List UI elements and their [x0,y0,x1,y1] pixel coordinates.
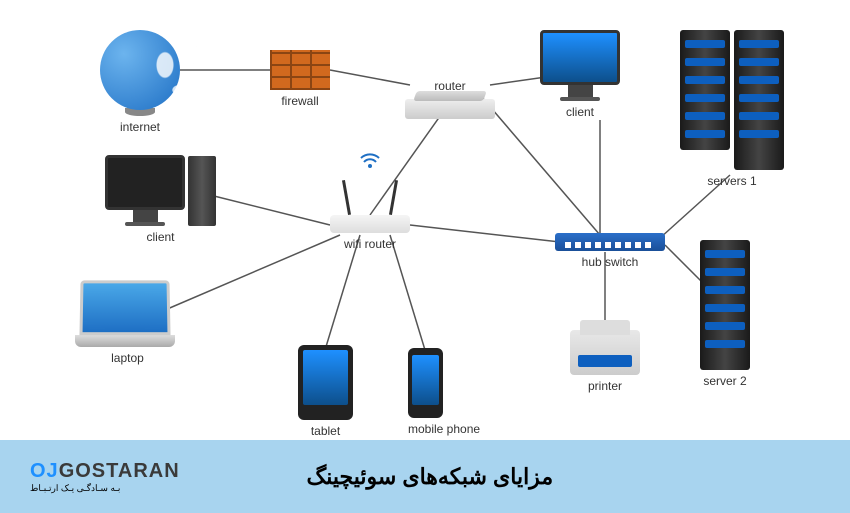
globe-icon [100,30,180,110]
edge [390,235,425,350]
node-label: wifi router [330,237,410,251]
wifi-router-icon [330,215,410,233]
node-servers1: servers 1 [680,30,784,188]
logo: OJGOSTARAN بـه سـادگـی یـک ارتـبـاط [30,460,180,494]
wifi-signal-icon [360,150,380,170]
edge [210,195,330,225]
footer-bar: OJGOSTARAN بـه سـادگـی یـک ارتـبـاط مزای… [0,440,850,513]
node-wifi-router: wifi router [330,215,410,251]
node-laptop: laptop [80,280,175,365]
logo-subtitle: بـه سـادگـی یـک ارتـبـاط [30,483,120,494]
node-internet: internet [100,30,180,134]
edge [410,225,560,242]
logo-text: OJGOSTARAN [30,460,180,483]
node-label: server 2 [700,374,750,388]
node-label: internet [100,120,180,134]
monitor-icon [105,155,185,210]
footer-title: مزایای شبکه‌های سوئیچینگ [307,464,554,490]
printer-icon [570,330,640,375]
firewall-icon [270,50,330,90]
hub-icon [555,233,665,251]
phone-icon [408,348,443,418]
server-icon [734,30,784,170]
server-icon [700,240,750,370]
node-mobile: mobile phone [408,348,480,436]
node-tablet: tablet [298,345,353,438]
node-label: printer [570,379,640,393]
node-label: client [105,230,216,244]
node-server2: server 2 [700,240,750,388]
node-client2: client [540,30,620,119]
tower-icon [188,156,216,226]
router-icon [405,99,495,119]
node-printer: printer [570,330,640,393]
node-firewall: firewall [270,50,330,108]
node-label: client [540,105,620,119]
node-label: hub switch [555,255,665,269]
node-label: mobile phone [408,422,480,436]
laptop-icon [79,280,170,335]
edge [325,235,360,350]
node-label: laptop [80,351,175,365]
node-label: servers 1 [680,174,784,188]
node-client1: client [105,155,216,244]
node-label: firewall [270,94,330,108]
tablet-icon [298,345,353,420]
node-hub: hub switch [555,233,665,269]
network-diagram: internet firewall router client client [0,0,850,440]
edge [330,70,410,85]
monitor-icon [540,30,620,85]
edge [165,235,340,310]
server-icon [680,30,730,150]
node-label: tablet [298,424,353,438]
node-router: router [405,75,495,119]
